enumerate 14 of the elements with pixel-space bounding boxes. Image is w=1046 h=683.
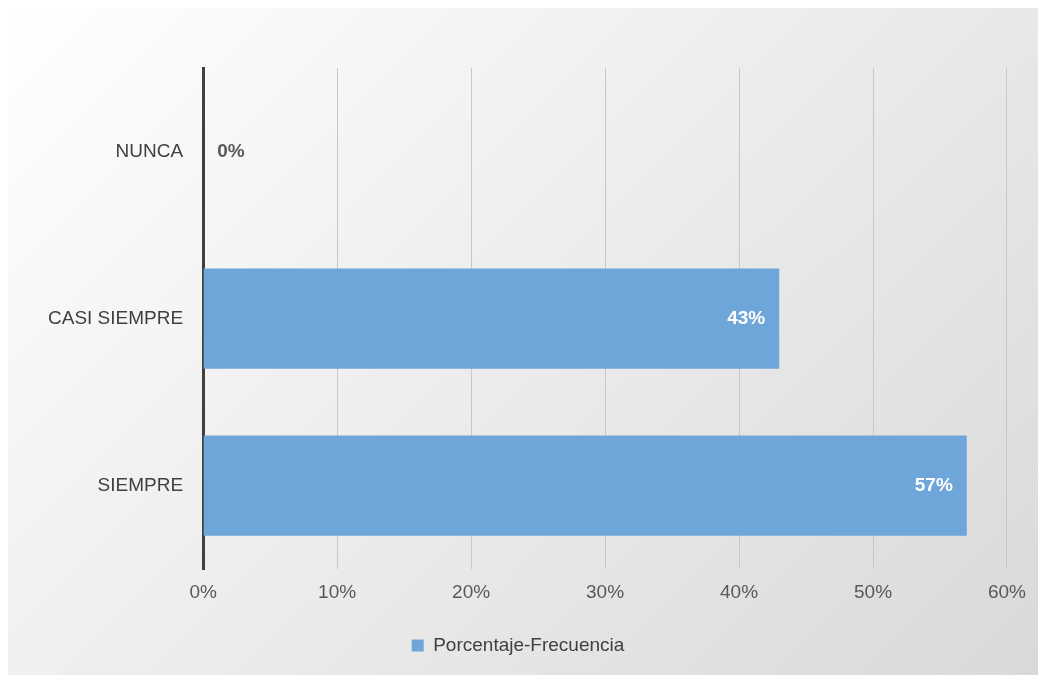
data-label: 57% (914, 473, 953, 495)
legend-label: Porcentaje-Frecuencia (433, 633, 625, 655)
data-label: 0% (217, 139, 245, 161)
x-tick-label: 40% (720, 580, 759, 602)
x-tick-label: 20% (452, 580, 491, 602)
y-tick-label: SIEMPRE (97, 473, 184, 495)
x-tick-label: 30% (586, 580, 625, 602)
x-tick-label: 0% (189, 580, 217, 602)
data-label: 43% (727, 306, 766, 328)
x-tick-label: 10% (318, 580, 357, 602)
x-tick-label: 50% (854, 580, 893, 602)
y-tick-label: NUNCA (115, 139, 184, 161)
x-tick-label: 60% (987, 580, 1027, 602)
y-tick-label: CASI SIEMPRE (47, 306, 184, 328)
